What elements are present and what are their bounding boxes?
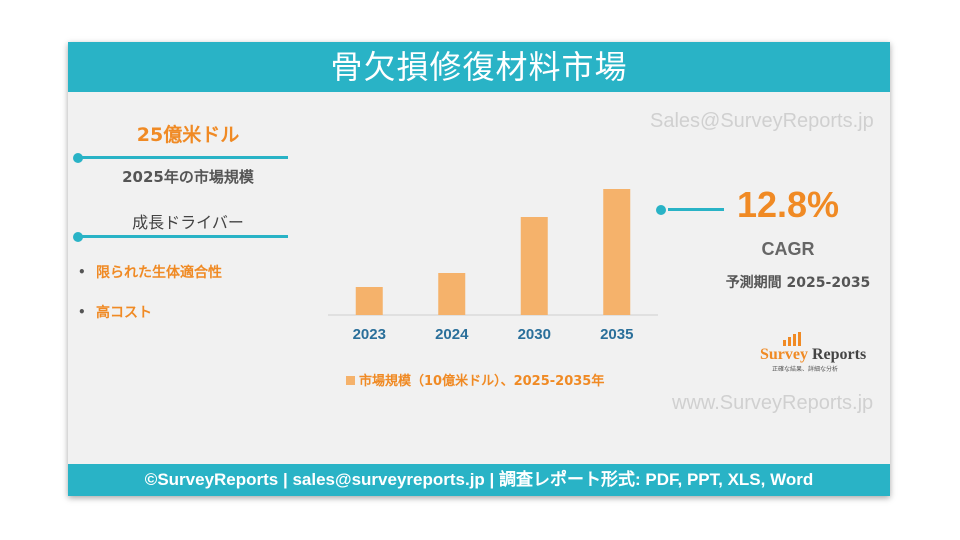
x-tick-label: 2023: [353, 326, 386, 343]
page-title: 骨欠損修復材料市場: [68, 42, 890, 92]
driver-text: 限られた生体適合性: [96, 265, 222, 281]
logo-tagline: 正確な結果、詳細な分析: [772, 366, 839, 373]
cagr-label: CAGR: [761, 239, 815, 259]
bar-2030: [520, 217, 548, 315]
legend-label: 市場規模（10億米ドル）、2025-2035年: [359, 374, 605, 389]
market-size-label: 2025年の市場規模: [122, 168, 254, 186]
forecast-period: 予測期間 2025-2035: [725, 275, 871, 291]
chart-legend: 市場規模（10億米ドル）、2025-2035年: [346, 370, 604, 389]
legend-swatch: [346, 376, 355, 385]
logo-word-reports: Reports: [808, 346, 867, 363]
growth-drivers-title: 成長ドライバー: [132, 213, 244, 232]
cagr-value: 12.8%: [736, 184, 840, 225]
x-tick-label: 2035: [600, 326, 633, 343]
bar-2024: [438, 273, 466, 315]
market-bar-chart: 2023 2024 2030 2035: [328, 189, 658, 343]
cagr-connector: [668, 208, 724, 211]
x-tick-label: 2030: [518, 326, 551, 343]
market-divider: [78, 156, 288, 159]
logo-bars-icon: [783, 332, 801, 346]
market-size-value: 25億米ドル: [136, 124, 240, 146]
x-tick-label: 2024: [435, 326, 469, 343]
bar-2035: [603, 189, 631, 315]
logo-wordmark: Survey Reports: [760, 346, 880, 364]
watermark-email: Sales@SurveyReports.jp: [650, 110, 874, 132]
watermark-url: www.SurveyReports.jp: [672, 392, 874, 414]
driver-text: 高コスト: [96, 305, 152, 321]
logo-word-survey: Survey: [760, 346, 808, 363]
bullet-icon: •: [78, 305, 86, 319]
drivers-divider: [78, 235, 288, 238]
survey-reports-logo: Survey Reports 正確な結果、詳細な分析: [760, 332, 880, 373]
bar-2023: [355, 287, 383, 315]
infographic-card: 骨欠損修復材料市場 Sales@SurveyReports.jp www.Sur…: [68, 42, 890, 496]
bullet-icon: •: [78, 265, 86, 279]
footer-bar: ©SurveyReports | sales@surveyreports.jp …: [68, 464, 890, 496]
cagr-dot: [656, 205, 666, 215]
